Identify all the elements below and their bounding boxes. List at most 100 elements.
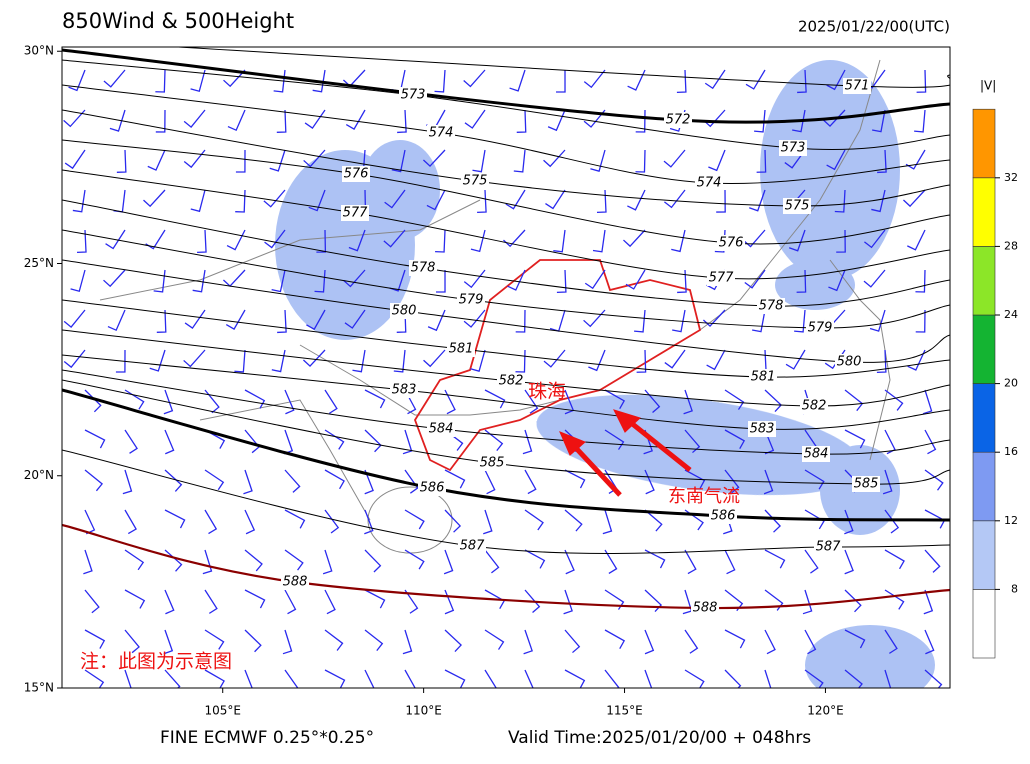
barb (884, 389, 904, 411)
barb (312, 69, 326, 93)
barb (915, 309, 926, 333)
barb (204, 629, 225, 650)
barb (348, 229, 366, 252)
barb (308, 189, 326, 212)
barb (844, 509, 854, 535)
barb (844, 549, 854, 575)
barb (470, 349, 486, 372)
barb (124, 629, 140, 654)
barb (391, 149, 406, 173)
barb (124, 589, 146, 609)
wind-barbs (63, 69, 946, 688)
barb (109, 109, 126, 132)
barb (276, 109, 287, 133)
barb (282, 629, 293, 655)
barb (924, 469, 944, 491)
lat-label: 15°N (24, 681, 54, 695)
barb (192, 269, 206, 293)
barb (463, 69, 486, 88)
barb (227, 109, 246, 132)
barb (244, 549, 263, 572)
barb (627, 189, 646, 211)
barb (676, 69, 687, 94)
contour-label: 578 (411, 261, 436, 276)
contour-label: 575 (463, 174, 488, 189)
barb (724, 549, 736, 575)
barb (543, 349, 566, 368)
barb (907, 349, 926, 371)
barb (724, 389, 745, 410)
barb (184, 309, 206, 329)
barb (306, 309, 326, 331)
barb (277, 309, 287, 334)
contour-label-bg (806, 320, 834, 336)
barb (124, 509, 137, 535)
contour-label-bg (709, 508, 737, 524)
barb (422, 149, 446, 168)
contour-label: 587 (816, 540, 842, 555)
barb (708, 149, 726, 172)
barb (684, 669, 705, 688)
barb (583, 109, 606, 128)
barb (222, 269, 246, 288)
barb (844, 389, 864, 412)
contour-label: 576 (344, 167, 369, 182)
contour-label: 577 (709, 271, 735, 286)
barb (706, 349, 726, 371)
contour-line (62, 199, 950, 307)
barb (435, 229, 446, 253)
barb (113, 189, 126, 213)
barb (914, 109, 926, 133)
barb (922, 389, 933, 415)
barb (524, 469, 537, 495)
barb (436, 269, 446, 293)
barb (764, 629, 776, 655)
contour-line (62, 449, 950, 554)
barb (64, 149, 86, 170)
barb (677, 269, 687, 294)
contour-label: 573 (401, 88, 426, 103)
barb (284, 549, 304, 571)
contour-label: 586 (420, 481, 445, 496)
barb (244, 589, 266, 609)
barb (924, 629, 935, 655)
barb (505, 189, 526, 210)
barb (671, 229, 686, 253)
barb (876, 349, 887, 373)
barb (263, 189, 286, 208)
contour-label-bg (779, 140, 807, 156)
contour-label-bg (427, 125, 455, 141)
barb (164, 429, 175, 455)
barb (872, 109, 886, 133)
barb (763, 469, 774, 495)
barb (884, 509, 900, 534)
barb (149, 349, 166, 372)
colorbar-tick-label: 28 (1004, 239, 1018, 252)
barb (604, 589, 625, 610)
barb (864, 229, 886, 249)
contour-label-bg (843, 78, 871, 94)
title: 850Wind & 500Height (62, 9, 294, 33)
barb (225, 309, 246, 330)
note: 注：此图为示意图 (80, 651, 232, 673)
barb (304, 109, 326, 129)
contour-line (62, 388, 950, 522)
barb (302, 349, 326, 368)
barb (364, 549, 382, 573)
city-label: 珠海 (528, 381, 566, 403)
barb (164, 549, 183, 572)
contour-label-bg (458, 538, 486, 554)
barb (423, 349, 446, 368)
footer-right: Valid Time:2025/01/20/00 + 048hrs (508, 728, 811, 748)
barb (115, 349, 126, 373)
barb (604, 549, 618, 575)
barb (444, 469, 466, 489)
barb (484, 389, 506, 409)
lon-label: 110°E (405, 704, 442, 718)
barb (163, 629, 174, 655)
barb (303, 149, 326, 168)
contour-label-bg (757, 298, 785, 314)
barb (345, 109, 366, 130)
barb (364, 509, 374, 535)
